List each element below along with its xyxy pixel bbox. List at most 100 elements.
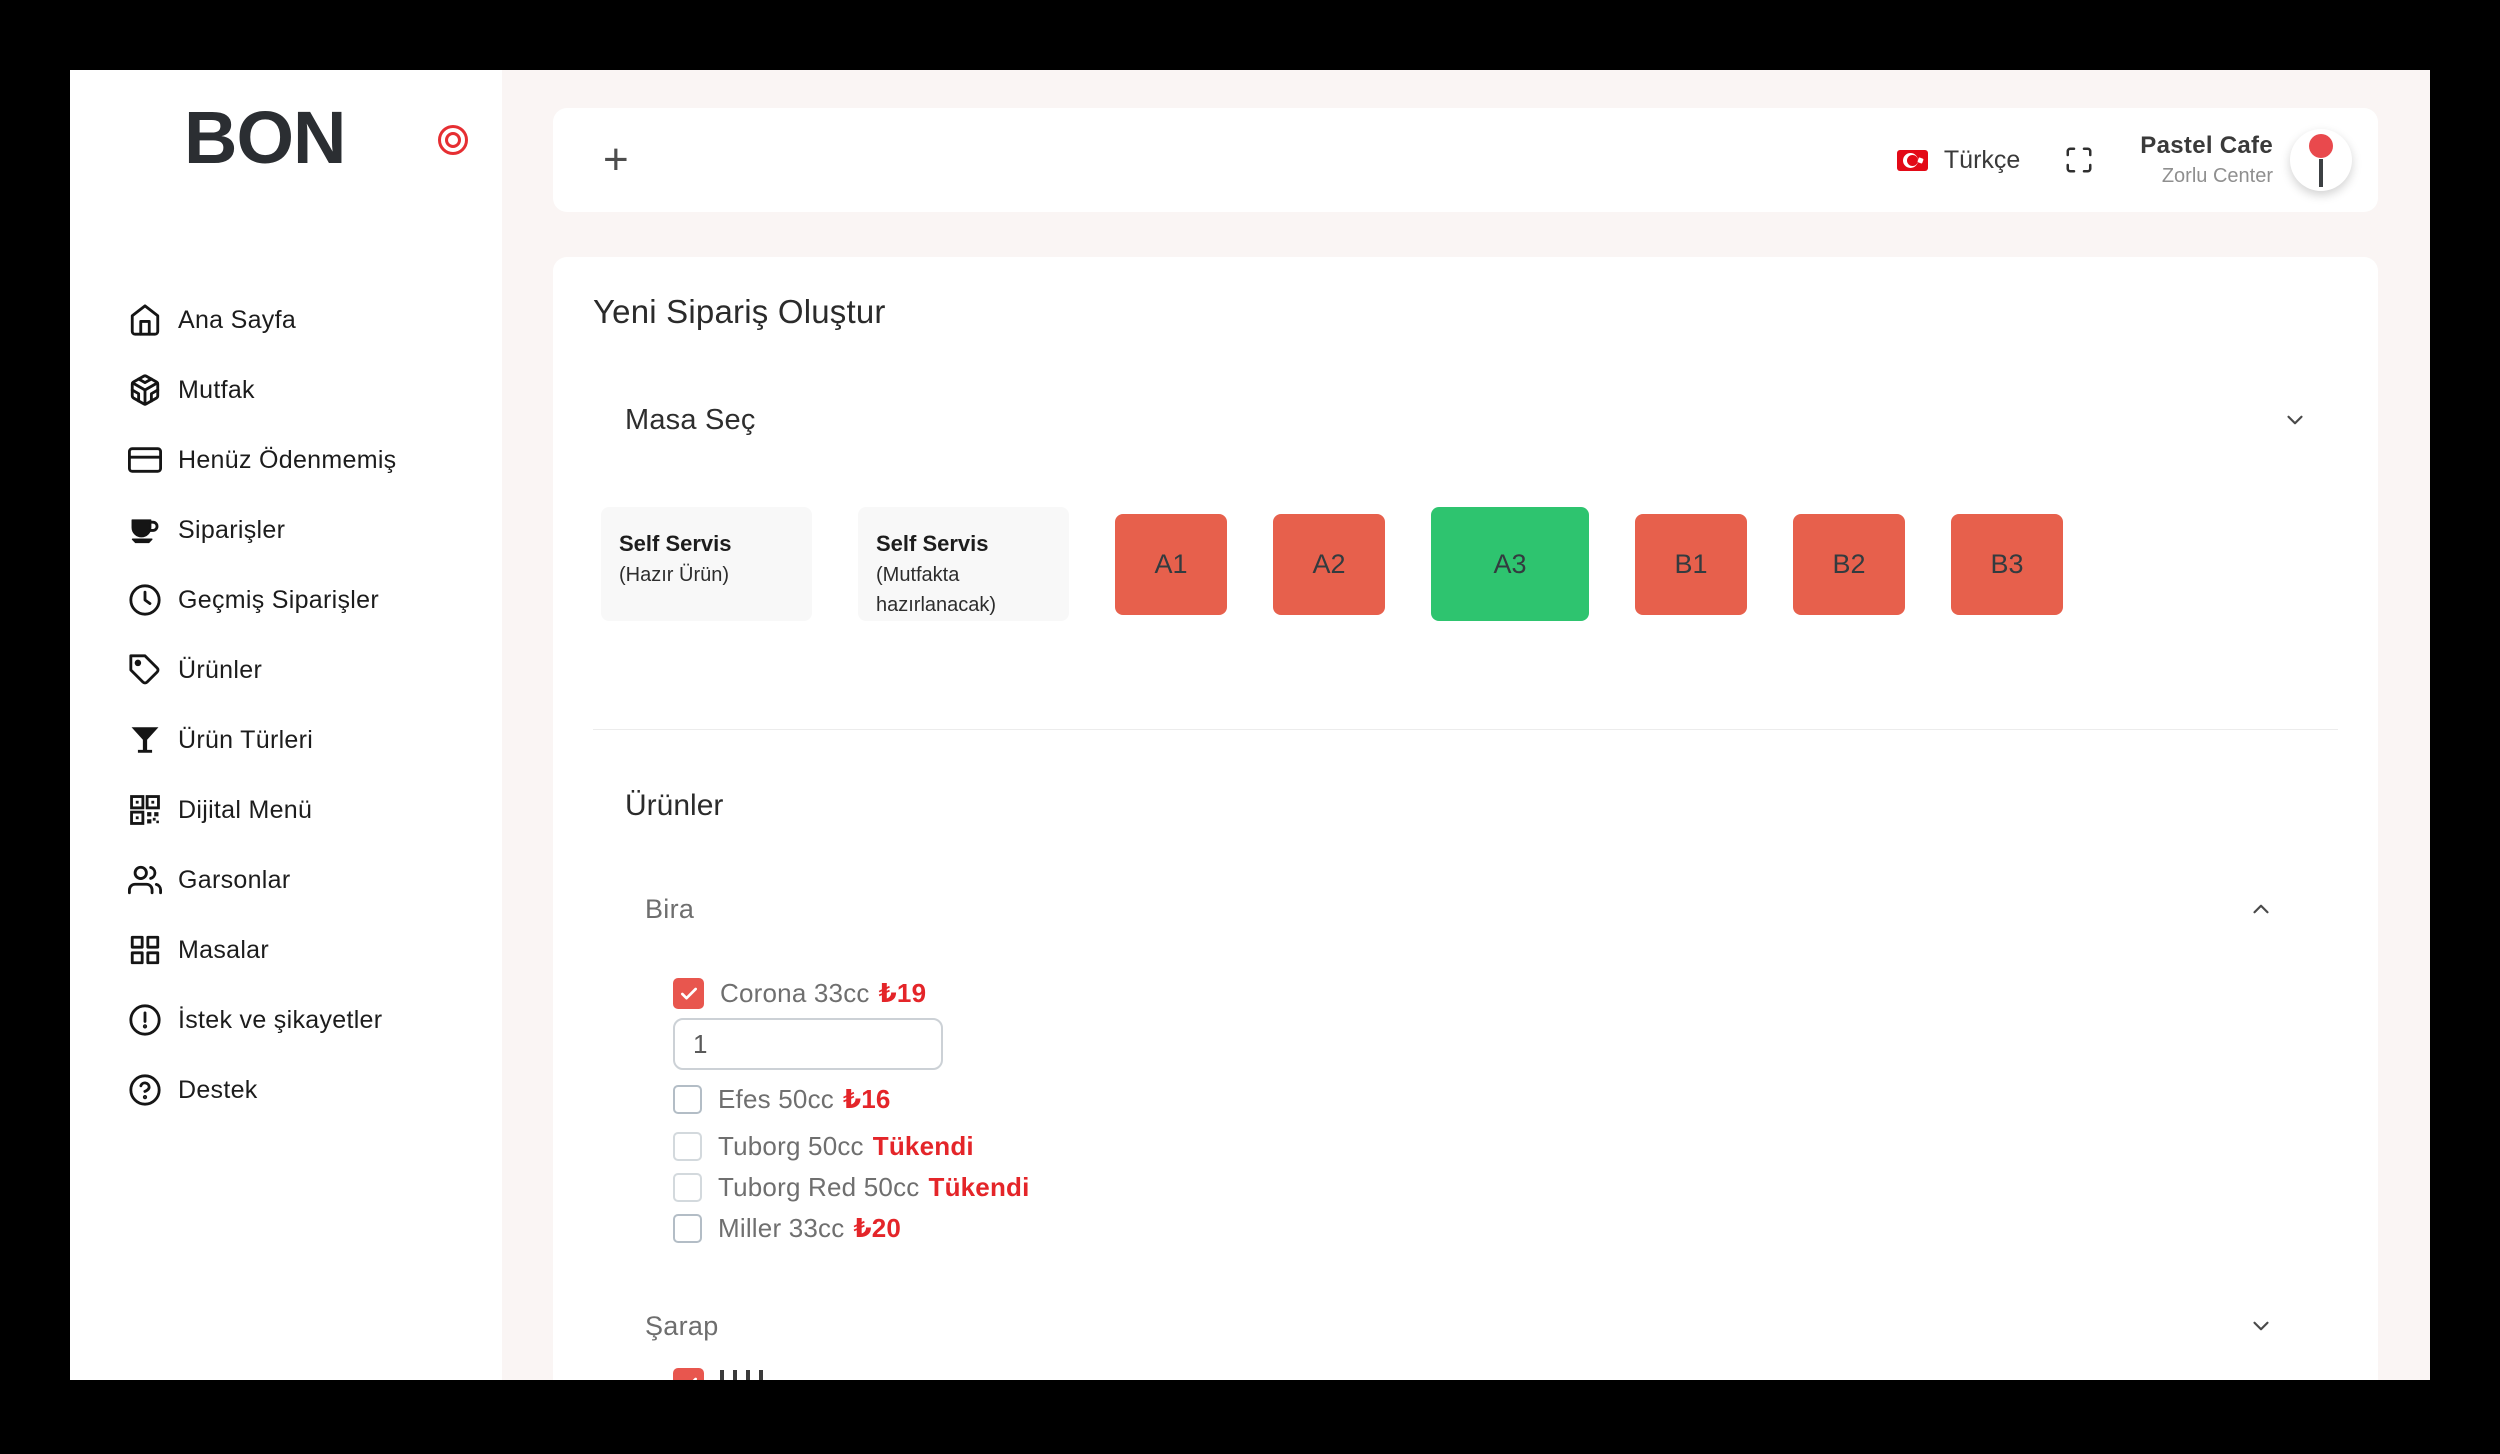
app-window: BON Ana Sayfa Mutfak Henüz Ödenmemiş	[70, 70, 2430, 1380]
checkbox-icon[interactable]	[673, 1173, 702, 1202]
sidebar-item-henuz-odenmemis[interactable]: Henüz Ödenmemiş	[70, 425, 502, 495]
qr-code-icon	[128, 793, 162, 827]
sidebar-item-label: Masalar	[178, 935, 270, 964]
brand-name: BON	[184, 96, 346, 179]
sidebar-toggle-icon[interactable]	[438, 125, 468, 155]
martini-icon	[128, 723, 162, 757]
content-column: + Türkçe Pastel Cafe Zorlu Center Yeni S…	[502, 70, 2430, 1380]
table-label: B1	[1674, 548, 1708, 579]
product-name: Efes 50cc	[718, 1084, 834, 1114]
sidebar-item-destek[interactable]: Destek	[70, 1055, 502, 1125]
product-soldout-badge: Tükendi	[928, 1172, 1030, 1202]
help-circle-icon	[128, 1073, 162, 1107]
product-name: Tuborg 50cc	[718, 1131, 864, 1161]
new-order-card: Yeni Sipariş Oluştur Masa Seç Self Servi…	[553, 257, 2378, 1380]
sidebar-item-dijital-menu[interactable]: Dijital Menü	[70, 775, 502, 845]
table-button-a3[interactable]: A3	[1431, 507, 1589, 621]
product-row-tuborg[interactable]: Tuborg 50cc Tükendi	[673, 1130, 2338, 1163]
sidebar-item-garsonlar[interactable]: Garsonlar	[70, 845, 502, 915]
table-select-title: Masa Seç	[625, 403, 756, 436]
sidebar-item-siparisler[interactable]: Siparişler	[70, 495, 502, 565]
product-list: Corona 33cc ₺19 Efes 50cc ₺16 Tuborg 50c…	[593, 977, 2338, 1245]
account-name: Pastel Cafe	[2140, 132, 2273, 159]
sidebar-item-masalar[interactable]: Masalar	[70, 915, 502, 985]
language-selector[interactable]: Türkçe	[1896, 146, 2020, 175]
alert-circle-icon	[128, 1003, 162, 1037]
users-icon	[128, 863, 162, 897]
sidebar-item-label: İstek ve şikayetler	[178, 1005, 383, 1034]
sidebar-item-urunler[interactable]: Ürünler	[70, 635, 502, 705]
product-row-corona[interactable]: Corona 33cc ₺19	[673, 977, 2338, 1010]
sidebar-item-label: Mutfak	[178, 375, 255, 404]
sidebar-item-label: Henüz Ödenmemiş	[178, 445, 397, 474]
home-icon	[128, 303, 162, 337]
cutoff-text-fragment	[720, 1370, 763, 1380]
product-price: ₺16	[842, 1084, 891, 1114]
sidebar-item-ana-sayfa[interactable]: Ana Sayfa	[70, 285, 502, 355]
sidebar-item-label: Destek	[178, 1075, 258, 1104]
product-row-miller[interactable]: Miller 33cc ₺20	[673, 1212, 2338, 1245]
table-button-b2[interactable]: B2	[1793, 513, 1905, 615]
sidebar-item-gecmis-siparisler[interactable]: Geçmiş Siparişler	[70, 565, 502, 635]
sidebar-item-label: Ürün Türleri	[178, 725, 314, 754]
sidebar-item-label: Geçmiş Siparişler	[178, 585, 379, 614]
sidebar-item-label: Garsonlar	[178, 865, 291, 894]
cutoff-product-row[interactable]	[593, 1368, 2338, 1380]
topbar-right-group: Türkçe Pastel Cafe Zorlu Center	[1896, 129, 2352, 191]
self-service-subtitle: (Mutfakta hazırlanacak)	[876, 564, 997, 616]
table-button-a2[interactable]: A2	[1273, 513, 1385, 615]
product-name: Tuborg Red 50cc	[718, 1172, 920, 1202]
product-price: ₺20	[853, 1213, 902, 1243]
new-order-add-button[interactable]: +	[603, 135, 629, 184]
checkbox-checked-icon[interactable]	[673, 1368, 704, 1380]
category-title: Bira	[645, 893, 695, 924]
category-header-bira[interactable]: Bira	[593, 894, 2338, 924]
checkbox-icon[interactable]	[673, 1085, 702, 1114]
checkbox-checked-icon[interactable]	[673, 978, 704, 1009]
sidebar-menu: Ana Sayfa Mutfak Henüz Ödenmemiş Sipariş…	[70, 285, 502, 1125]
sidebar-item-label: Dijital Menü	[178, 795, 313, 824]
table-button-b1[interactable]: B1	[1635, 513, 1747, 615]
table-label: B2	[1832, 548, 1866, 579]
table-label: A3	[1493, 548, 1527, 579]
sidebar-item-urun-turleri[interactable]: Ürün Türleri	[70, 705, 502, 775]
checkbox-icon[interactable]	[673, 1132, 702, 1161]
table-select-header[interactable]: Masa Seç	[593, 403, 2338, 437]
avatar[interactable]	[2290, 129, 2352, 191]
table-label: A2	[1312, 548, 1346, 579]
chevron-down-icon	[2248, 1313, 2274, 1339]
sidebar-item-mutfak[interactable]: Mutfak	[70, 355, 502, 425]
category-header-sarap[interactable]: Şarap	[593, 1311, 2338, 1341]
product-name: Corona 33cc	[720, 978, 870, 1008]
sidebar-item-istek-ve-sikayetler[interactable]: İstek ve şikayetler	[70, 985, 502, 1055]
quantity-input[interactable]	[673, 1018, 943, 1070]
kitchen-box-icon	[128, 373, 162, 407]
table-button-b3[interactable]: B3	[1951, 513, 2063, 615]
credit-card-icon	[128, 443, 162, 477]
turkish-flag-icon	[1896, 149, 1928, 171]
section-divider	[593, 729, 2338, 730]
products-title: Ürünler	[625, 789, 724, 822]
table-label: B3	[1990, 548, 2024, 579]
sidebar: BON Ana Sayfa Mutfak Henüz Ödenmemiş	[70, 70, 502, 1380]
self-service-kitchen-button[interactable]: Self Servis (Mutfakta hazırlanacak)	[858, 507, 1069, 621]
checkbox-icon[interactable]	[673, 1214, 702, 1243]
account-info[interactable]: Pastel Cafe Zorlu Center	[2140, 132, 2273, 188]
product-price: ₺19	[878, 978, 927, 1008]
chevron-up-icon	[2248, 896, 2274, 922]
clock-icon	[128, 583, 162, 617]
product-row-efes[interactable]: Efes 50cc ₺16	[673, 1083, 2338, 1116]
brand-pin-icon	[147, 108, 173, 170]
product-name: Miller 33cc	[718, 1213, 845, 1243]
chevron-down-icon	[2282, 407, 2308, 433]
product-row-tuborg-red[interactable]: Tuborg Red 50cc Tükendi	[673, 1171, 2338, 1204]
self-service-ready-button[interactable]: Self Servis (Hazır Ürün)	[601, 507, 812, 621]
topbar: + Türkçe Pastel Cafe Zorlu Center	[553, 108, 2378, 212]
fullscreen-icon[interactable]	[2064, 145, 2094, 175]
self-service-title: Self Servis	[876, 531, 989, 556]
coffee-cup-icon	[128, 513, 162, 547]
category-title: Şarap	[645, 1310, 719, 1341]
sidebar-item-label: Siparişler	[178, 515, 286, 544]
self-service-subtitle: (Hazır Ürün)	[619, 564, 730, 586]
table-button-a1[interactable]: A1	[1115, 513, 1227, 615]
